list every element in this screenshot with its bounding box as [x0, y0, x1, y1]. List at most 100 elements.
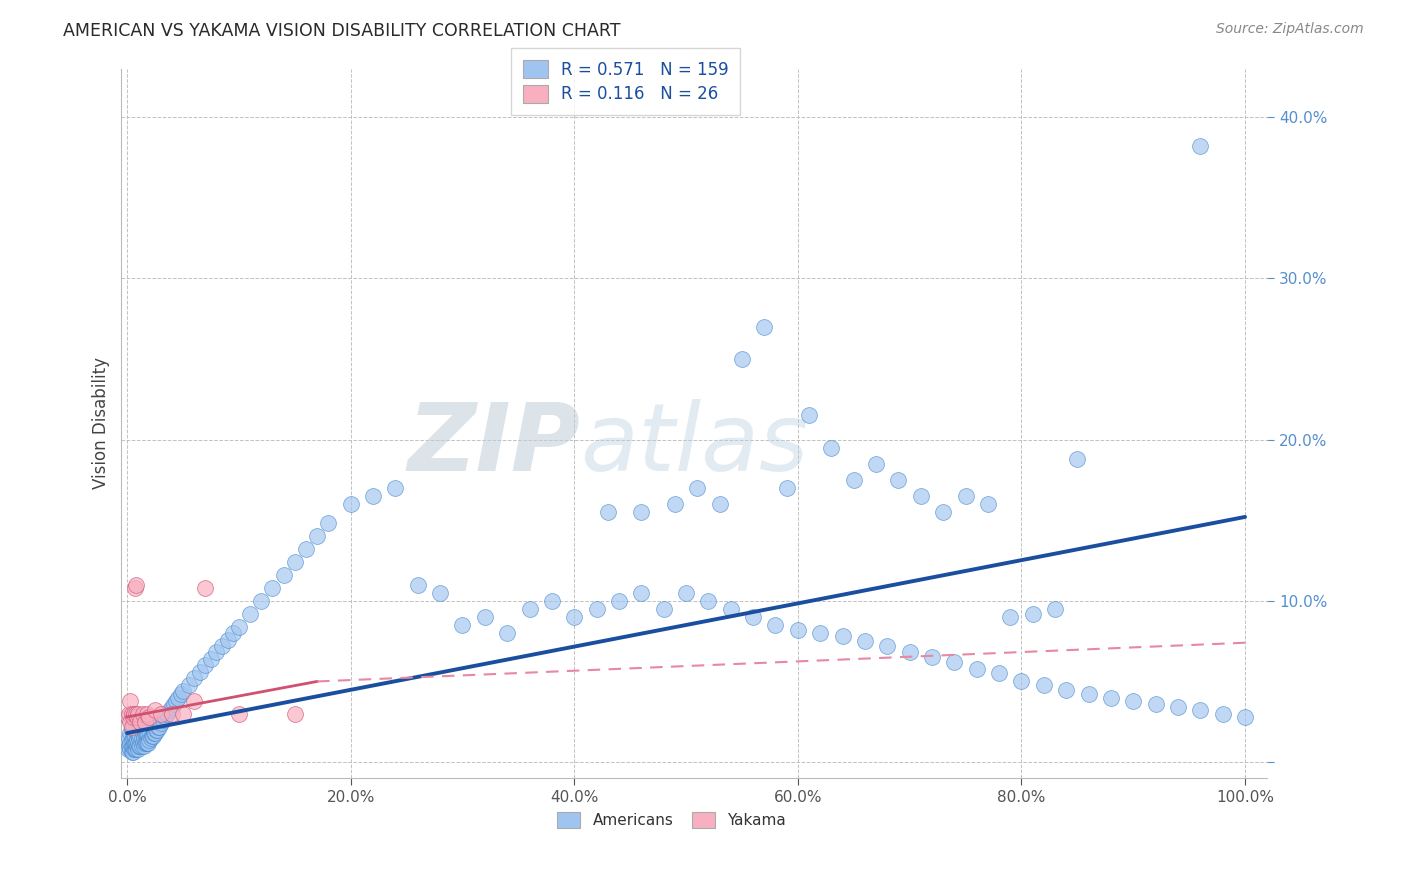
- Point: [121, 723, 143, 737]
- Point: [1099, 690, 1122, 705]
- Point: [136, 706, 159, 721]
- Point: [138, 710, 160, 724]
- Point: [262, 581, 284, 595]
- Point: [124, 742, 146, 756]
- Point: [118, 739, 141, 753]
- Point: [121, 720, 143, 734]
- Point: [149, 706, 172, 721]
- Point: [876, 639, 898, 653]
- Point: [754, 319, 776, 334]
- Point: [124, 581, 146, 595]
- Point: [988, 666, 1011, 681]
- Point: [1144, 697, 1167, 711]
- Point: [188, 665, 211, 679]
- Point: [134, 726, 156, 740]
- Point: [273, 568, 295, 582]
- Point: [194, 658, 217, 673]
- Y-axis label: Vision Disability: Vision Disability: [93, 358, 110, 490]
- Point: [127, 732, 149, 747]
- Point: [136, 736, 159, 750]
- Point: [887, 473, 910, 487]
- Point: [607, 594, 630, 608]
- Point: [127, 739, 149, 753]
- Point: [124, 714, 146, 729]
- Point: [136, 736, 159, 750]
- Point: [131, 731, 153, 745]
- Point: [519, 602, 541, 616]
- Point: [122, 729, 145, 743]
- Point: [697, 594, 720, 608]
- Point: [865, 457, 887, 471]
- Point: [121, 739, 143, 753]
- Point: [129, 739, 152, 753]
- Point: [129, 720, 152, 734]
- Point: [129, 714, 152, 729]
- Point: [429, 585, 451, 599]
- Point: [122, 742, 145, 756]
- Point: [134, 714, 156, 729]
- Point: [1189, 139, 1212, 153]
- Point: [167, 690, 190, 705]
- Point: [128, 739, 150, 753]
- Point: [295, 542, 318, 557]
- Point: [131, 736, 153, 750]
- Point: [117, 742, 139, 756]
- Point: [122, 736, 145, 750]
- Point: [125, 742, 148, 756]
- Point: [955, 489, 977, 503]
- Point: [127, 726, 149, 740]
- Point: [156, 706, 179, 721]
- Point: [1000, 610, 1022, 624]
- Point: [127, 713, 149, 727]
- Point: [731, 351, 754, 366]
- Point: [943, 655, 966, 669]
- Point: [121, 739, 143, 753]
- Point: [128, 731, 150, 745]
- Point: [194, 581, 217, 595]
- Point: [842, 473, 865, 487]
- Point: [120, 736, 142, 750]
- Point: [122, 720, 145, 734]
- Point: [541, 594, 564, 608]
- Point: [120, 694, 142, 708]
- Point: [132, 739, 155, 753]
- Point: [125, 726, 148, 740]
- Point: [686, 481, 709, 495]
- Text: Source: ZipAtlas.com: Source: ZipAtlas.com: [1216, 22, 1364, 37]
- Point: [118, 731, 141, 745]
- Point: [146, 723, 169, 737]
- Point: [664, 497, 686, 511]
- Point: [709, 497, 731, 511]
- Point: [1167, 700, 1189, 714]
- Point: [630, 505, 652, 519]
- Point: [127, 710, 149, 724]
- Point: [200, 652, 222, 666]
- Point: [339, 497, 361, 511]
- Point: [808, 626, 831, 640]
- Point: [131, 720, 153, 734]
- Point: [139, 731, 162, 745]
- Point: [284, 706, 307, 721]
- Point: [786, 623, 808, 637]
- Point: [1021, 607, 1043, 621]
- Point: [131, 706, 153, 721]
- Point: [121, 706, 143, 721]
- Point: [898, 645, 921, 659]
- Legend: Americans, Yakama: Americans, Yakama: [551, 806, 792, 834]
- Point: [125, 736, 148, 750]
- Point: [1122, 694, 1144, 708]
- Point: [135, 726, 157, 740]
- Point: [124, 736, 146, 750]
- Point: [284, 555, 307, 569]
- Point: [239, 607, 262, 621]
- Point: [474, 610, 496, 624]
- Point: [183, 671, 205, 685]
- Point: [742, 610, 765, 624]
- Point: [120, 726, 142, 740]
- Point: [585, 602, 607, 616]
- Point: [1066, 451, 1088, 466]
- Point: [1234, 710, 1257, 724]
- Point: [121, 720, 143, 734]
- Point: [136, 726, 159, 740]
- Point: [148, 720, 170, 734]
